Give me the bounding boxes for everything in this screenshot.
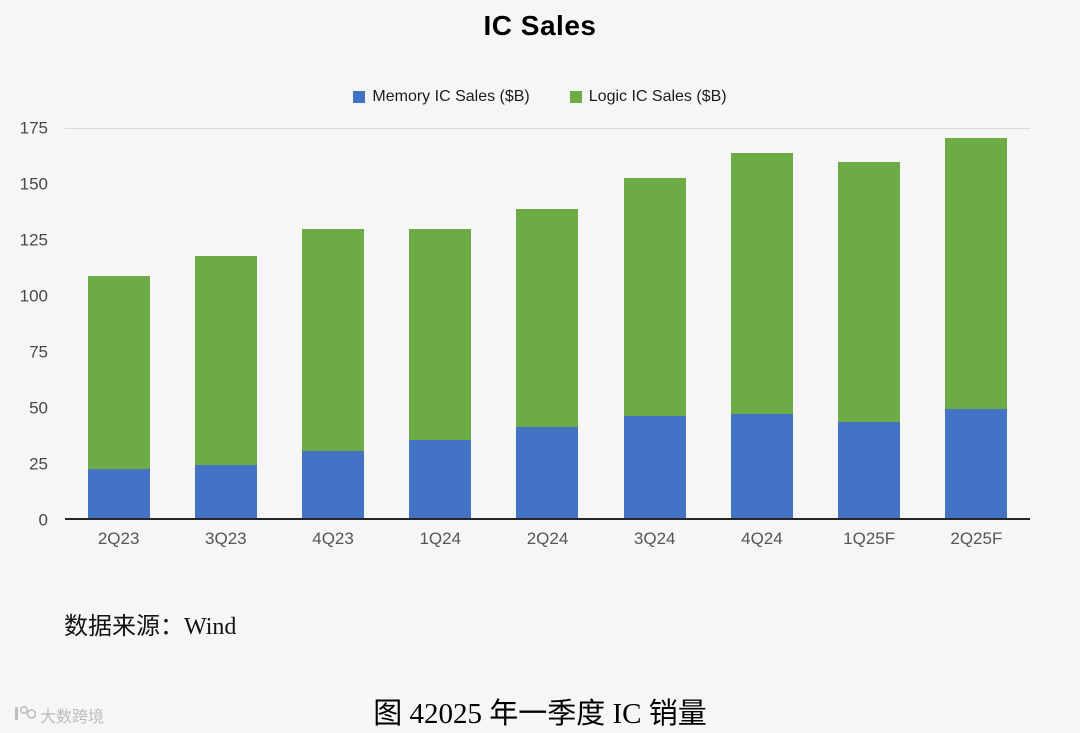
x-tick-label: 3Q23 xyxy=(205,529,247,548)
x-tick-label: 2Q25F xyxy=(950,529,1003,548)
chart-title: IC Sales xyxy=(483,10,597,41)
bar-segment xyxy=(838,422,901,518)
x-tick-label: 1Q25F xyxy=(843,529,896,548)
bar-column xyxy=(65,129,172,518)
bar-column xyxy=(279,129,386,518)
y-tick-label: 0 xyxy=(38,510,48,530)
bar-segment xyxy=(409,229,472,441)
bar-segment xyxy=(730,413,793,518)
bar-segment xyxy=(194,255,257,465)
x-tick-label: 3Q24 xyxy=(633,529,676,548)
y-tick-label: 125 xyxy=(19,230,48,250)
watermark: 大数跨境 xyxy=(14,703,104,727)
x-tick-label: 4Q23 xyxy=(312,529,354,548)
bar-segment xyxy=(945,409,1008,518)
data-source: 数据来源：Wind xyxy=(64,614,237,640)
bar-segment xyxy=(194,464,257,518)
x-tick-label: 2Q24 xyxy=(526,529,569,548)
legend: Memory IC Sales ($B) Logic IC Sales ($B) xyxy=(0,88,1080,106)
x-tick-label: 2Q23 xyxy=(97,529,140,548)
memory-legend-marker xyxy=(353,91,366,103)
bar-column xyxy=(494,129,601,518)
bars xyxy=(65,129,1030,518)
bar-column xyxy=(172,129,279,518)
bar-column xyxy=(708,129,815,518)
brand-logo-icon xyxy=(14,704,37,726)
x-tick-label: 1Q24 xyxy=(419,529,462,548)
y-tick-label: 25 xyxy=(29,454,48,474)
bar-column xyxy=(816,129,923,518)
bar-segment xyxy=(409,440,472,518)
bar-column xyxy=(387,129,494,518)
y-axis: 0 25 50 75 100 125 150 175 xyxy=(0,120,56,529)
bar-segment xyxy=(623,177,686,416)
bar-segment xyxy=(623,415,686,518)
x-tick-label: 4Q24 xyxy=(741,529,783,548)
bar-segment xyxy=(87,275,150,470)
bar-segment xyxy=(516,426,579,518)
bar-segment xyxy=(302,229,365,452)
memory-legend-label: Memory IC Sales ($B) xyxy=(372,88,530,105)
y-tick-label: 75 xyxy=(29,342,48,362)
y-tick-label: 150 xyxy=(19,174,48,194)
watermark-text: 大数跨境 xyxy=(40,709,105,726)
x-axis: 2Q23 3Q23 4Q23 1Q24 2Q24 3Q24 4Q24 1Q25F 2Q25F xyxy=(65,529,1030,549)
bar-segment xyxy=(87,469,150,518)
bar-segment xyxy=(945,137,1008,410)
logic-legend-marker xyxy=(569,91,582,103)
bar-column xyxy=(923,129,1030,518)
bar-column xyxy=(601,129,708,518)
plot-area xyxy=(65,128,1030,520)
legend-item-logic: Logic IC Sales ($B) xyxy=(569,88,727,106)
y-tick-label: 175 xyxy=(19,118,48,138)
logic-legend-label: Logic IC Sales ($B) xyxy=(588,88,727,105)
bar-segment xyxy=(302,451,365,518)
legend-item-memory: Memory IC Sales ($B) xyxy=(353,88,530,106)
y-tick-label: 50 xyxy=(29,398,48,418)
bar-segment xyxy=(730,153,793,414)
figure-caption: 图 42025 年一季度 IC 销量 xyxy=(373,698,707,730)
bar-segment xyxy=(838,162,901,423)
y-tick-label: 100 xyxy=(19,286,48,306)
bar-segment xyxy=(516,209,579,427)
